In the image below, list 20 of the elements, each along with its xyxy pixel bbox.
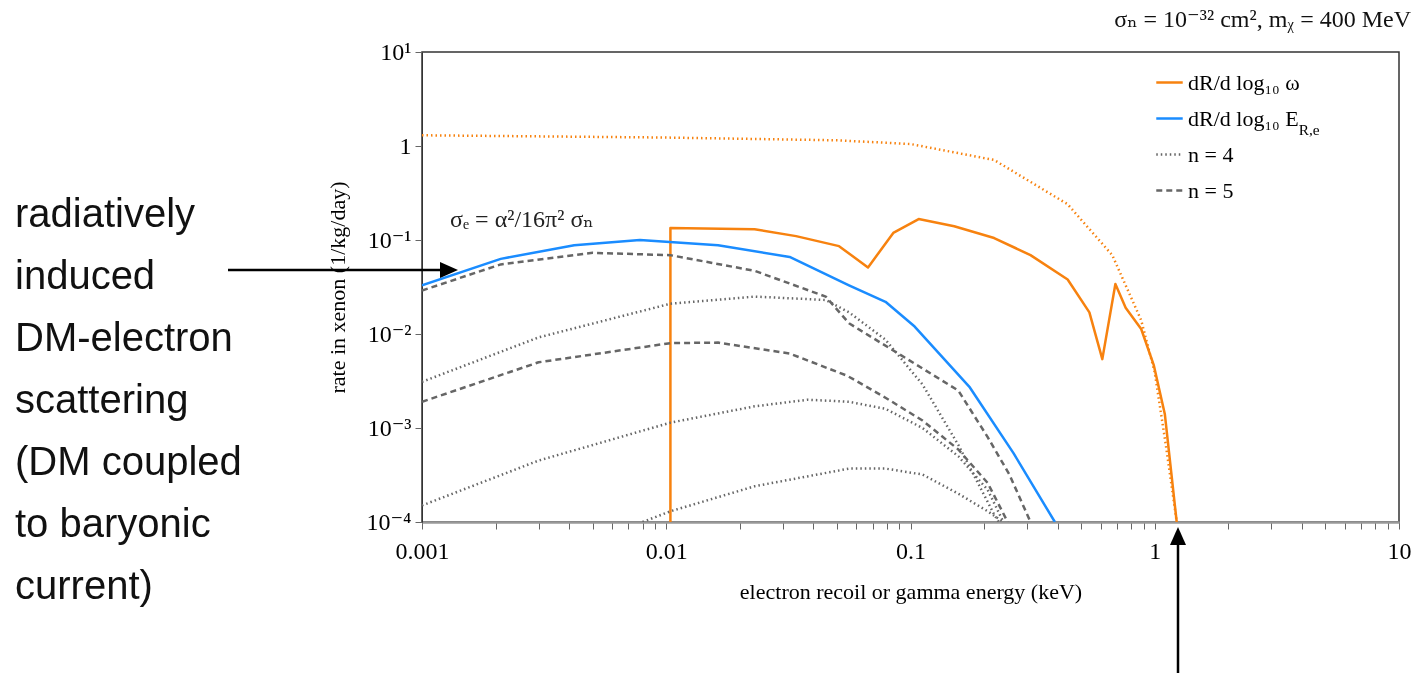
y-axis-title: rate in xenon (1/kg/day) <box>325 181 351 394</box>
y-tick-label: 10¹ <box>380 38 412 65</box>
legend-label: n = 5 <box>1188 177 1234 203</box>
y-tick-label: 10⁻³ <box>367 414 412 441</box>
text: radiatively induced DM-electron scattering (DM coupled to baryonic current) <box>15 191 242 607</box>
y-tick-label: 1 <box>399 132 412 159</box>
x-tick-label: 10 <box>1387 537 1412 564</box>
x-tick-label: 0.001 <box>395 537 450 564</box>
annotation: σₑ = α²/16π² σₙ <box>450 206 594 232</box>
x-axis-title: electron recoil or gamma energy (keV) <box>739 578 1083 604</box>
y-tick-label: 10⁻⁴ <box>366 508 412 535</box>
y-tick-label: 10⁻² <box>367 320 412 347</box>
chart-title: σₙ = 10⁻³² cm², mᵪ = 400 MeV <box>1114 6 1412 33</box>
x-tick-label: 0.1 <box>896 537 926 564</box>
x-tick-label: 1 <box>1149 537 1162 564</box>
legend-label: dR/d log₁₀ E$_{R,e}$ <box>1188 105 1320 137</box>
legend-label: n = 4 <box>1188 141 1234 167</box>
y-tick-label: 10⁻¹ <box>367 226 412 253</box>
x-tick-label: 0.01 <box>645 537 688 564</box>
legend-label: dR/d log₁₀ ω <box>1188 69 1300 95</box>
